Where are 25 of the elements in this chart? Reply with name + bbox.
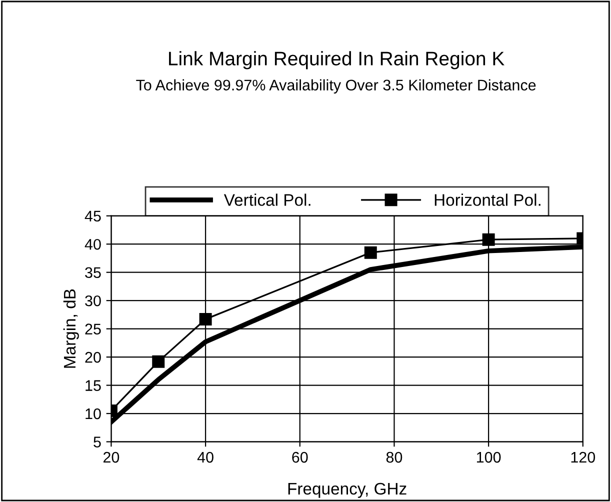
x-tick-label: 120: [571, 452, 596, 463]
x-axis-title: Frequency, GHz: [288, 482, 406, 498]
y-tick-label: 40: [84, 238, 101, 250]
legend-label: Horizontal Pol.: [434, 194, 540, 206]
y-tick-label: 10: [86, 408, 101, 420]
point: [364, 246, 377, 259]
point: [199, 312, 212, 326]
x-tick-label: 20: [103, 452, 120, 463]
y-tick-label: 20: [85, 352, 101, 363]
y-axis-title: Margin, dB: [63, 289, 79, 368]
x-tick-label: 60: [292, 452, 308, 463]
y-tick-label: 45: [84, 210, 101, 222]
x-tick-label: 80: [386, 452, 402, 463]
y-tick-label: 25: [85, 324, 101, 334]
y-tick-label: 30: [85, 295, 101, 306]
point: [152, 355, 165, 368]
chart-subtitle: To Achieve 99.97% Availability Over 3.5 Kilometer Distance: [136, 79, 536, 94]
chart-title: Link Margin Required In Rain Region K: [169, 51, 504, 70]
point: [482, 233, 495, 246]
y-tick-label: 35: [85, 267, 101, 278]
x-tick-label: 40: [197, 452, 214, 463]
y-tick-label: 15: [86, 380, 101, 391]
legend-label: Vertical Pol.: [224, 194, 310, 206]
x-tick-label: 100: [476, 452, 501, 463]
y-tick-label: 5: [94, 436, 101, 448]
